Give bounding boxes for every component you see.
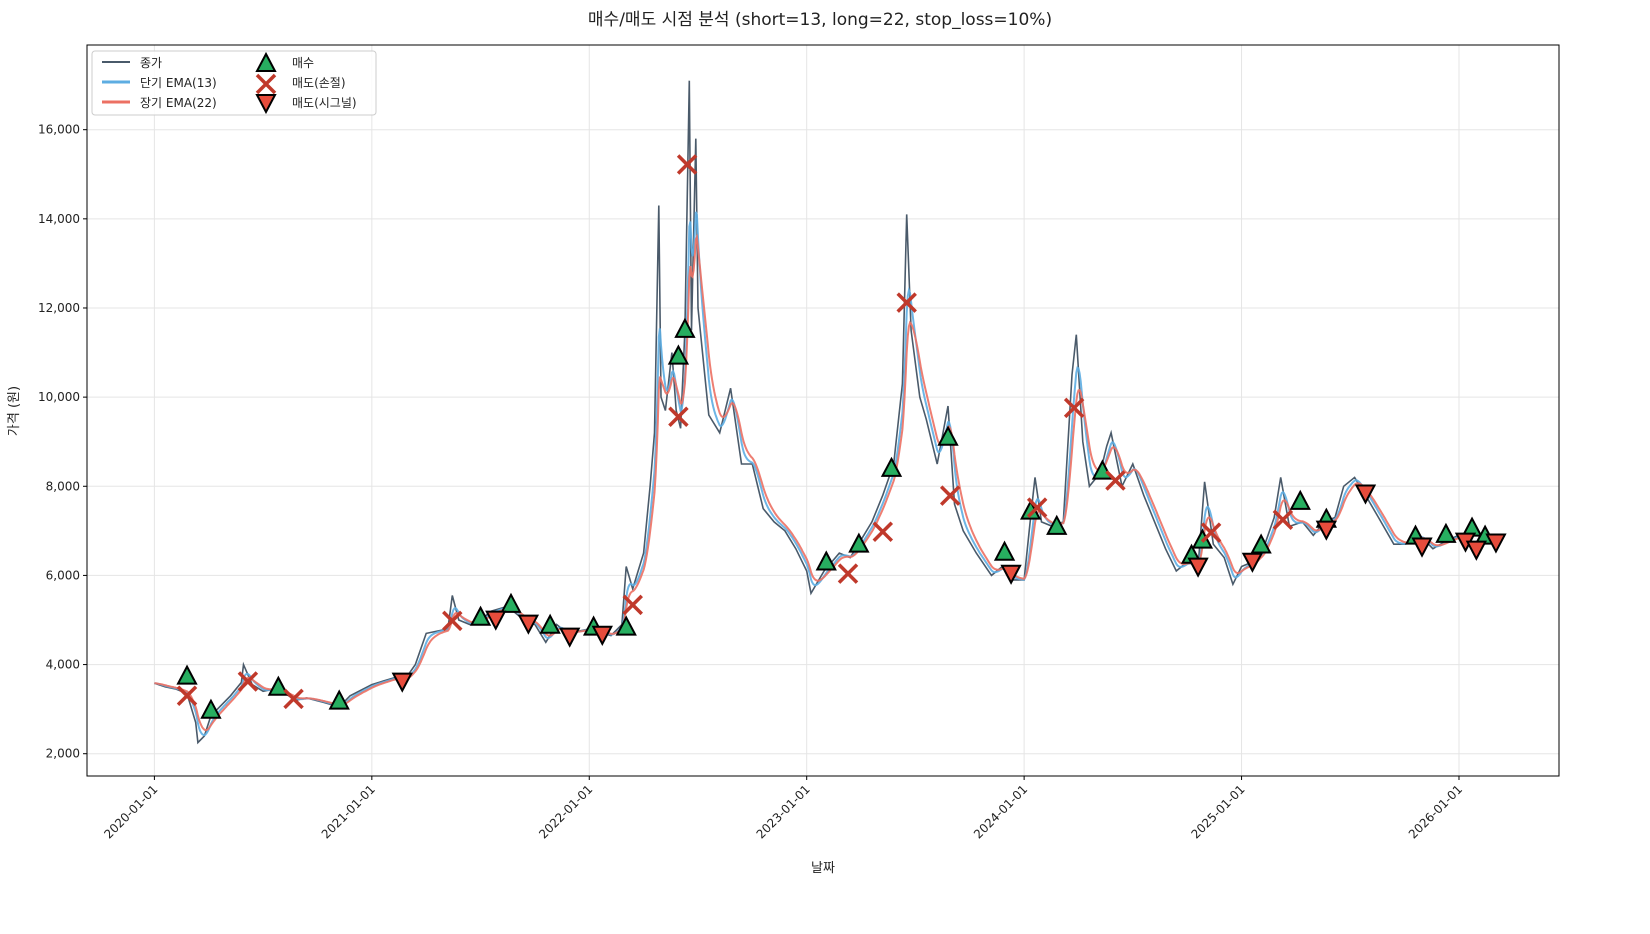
x-axis: 2020-01-01 2021-01-01 2022-01-01 2023-01-01… bbox=[101, 776, 1465, 841]
buy-marker bbox=[469, 605, 492, 626]
y-tick-label: 12,000 bbox=[38, 301, 80, 315]
sell-stop-marker bbox=[837, 563, 859, 584]
buy-marker bbox=[267, 675, 289, 696]
sell-signal-marker bbox=[1187, 557, 1209, 578]
legend-close: 종가 bbox=[140, 56, 162, 70]
sell-stop-marker bbox=[896, 292, 917, 313]
sell-signal-marker bbox=[1411, 537, 1433, 558]
sell-stop-marker bbox=[237, 671, 259, 692]
buy-marker bbox=[1289, 489, 1311, 510]
x-tick-label: 2026-01-01 bbox=[1406, 782, 1465, 841]
y-tick-label: 14,000 bbox=[38, 212, 80, 226]
sell-signal-marker bbox=[1315, 520, 1338, 541]
sell-signal-marker bbox=[391, 672, 413, 693]
y-tick-label: 2,000 bbox=[46, 747, 80, 761]
x-tick-label: 2022-01-01 bbox=[536, 782, 595, 841]
y-tick-label: 10,000 bbox=[38, 390, 80, 404]
buy-marker bbox=[255, 51, 277, 72]
ema-long-line bbox=[154, 233, 1497, 732]
sell-stop-marker bbox=[676, 154, 698, 175]
buy-marker bbox=[848, 532, 870, 553]
sell-stop-marker bbox=[622, 594, 643, 616]
sell-stop-marker bbox=[668, 406, 689, 427]
x-tick-label: 2020-01-01 bbox=[101, 782, 160, 841]
x-axis-label: 날짜 bbox=[811, 861, 835, 876]
legend: 종가 단기 EMA(13) 장기 EMA(22) 매수 매도(손절) 매도(시그… bbox=[91, 50, 377, 116]
sell-stop-marker bbox=[1063, 397, 1085, 419]
sell-signal-marker bbox=[1485, 533, 1507, 554]
y-tick-label: 16,000 bbox=[38, 123, 80, 137]
buy-marker bbox=[1250, 533, 1272, 554]
sell-stop-marker bbox=[1105, 470, 1126, 491]
y-tick-label: 6,000 bbox=[46, 568, 80, 582]
buy-marker bbox=[500, 592, 522, 613]
buy-marker bbox=[615, 615, 637, 636]
buy-marker bbox=[1046, 514, 1068, 535]
buy-marker bbox=[937, 425, 959, 446]
sell-stop-marker bbox=[1272, 509, 1294, 530]
sell-signal-marker bbox=[485, 610, 507, 631]
sell-signal-marker bbox=[1000, 564, 1022, 585]
sell-stop-marker bbox=[1026, 497, 1048, 518]
y-axis-label: 가격 (원) bbox=[7, 386, 22, 436]
sell-signal-marker bbox=[591, 625, 613, 646]
buy-marker bbox=[328, 689, 350, 710]
sell-stop-marker bbox=[1200, 522, 1222, 543]
sell-stop-marker bbox=[939, 485, 961, 506]
buy-marker bbox=[815, 550, 837, 571]
chart-title: 매수/매도 시점 분석 (short=13, long=22, stop_los… bbox=[588, 10, 1052, 30]
buy-marker bbox=[539, 613, 561, 634]
x-tick-label: 2021-01-01 bbox=[319, 782, 378, 841]
y-tick-label: 4,000 bbox=[46, 658, 80, 672]
y-tick-label: 8,000 bbox=[46, 479, 80, 493]
buy-marker bbox=[674, 317, 696, 338]
sell-signal-marker bbox=[1354, 484, 1377, 505]
x-tick-label: 2024-01-01 bbox=[971, 782, 1030, 841]
y-axis: 2,000 4,000 6,000 8,000 10,000 12,000 14,000 16… bbox=[38, 123, 87, 761]
sell-signal-marker bbox=[1241, 552, 1264, 573]
plot-frame bbox=[86, 44, 1560, 777]
sell-signal-marker bbox=[1465, 540, 1488, 561]
buy-marker bbox=[880, 456, 903, 477]
legend-ema-short: 단기 EMA(13) bbox=[140, 76, 217, 90]
buy-marker bbox=[176, 664, 198, 685]
legend-ema-long: 장기 EMA(22) bbox=[140, 96, 217, 110]
legend-buy: 매수 bbox=[292, 56, 314, 70]
close-price-line bbox=[154, 80, 1497, 745]
buy-marker bbox=[200, 698, 222, 719]
buy-marker bbox=[667, 344, 690, 365]
grid bbox=[87, 45, 1559, 776]
buy-marker bbox=[1435, 522, 1457, 543]
sell-signal-marker bbox=[559, 627, 581, 648]
legend-sell-signal: 매도(시그널) bbox=[292, 96, 357, 110]
sell-signal-marker bbox=[517, 614, 540, 635]
buy-marker bbox=[993, 540, 1016, 561]
sell-stop-marker bbox=[872, 521, 894, 542]
sell-stop-marker bbox=[176, 685, 198, 707]
x-tick-label: 2023-01-01 bbox=[754, 782, 813, 841]
plot-area bbox=[154, 80, 1507, 745]
sell-stop-marker bbox=[283, 688, 304, 710]
legend-sell-stop: 매도(손절) bbox=[292, 76, 346, 90]
x-tick-label: 2025-01-01 bbox=[1188, 782, 1247, 841]
sell-stop-marker bbox=[442, 610, 463, 632]
sell-stop-marker bbox=[255, 73, 277, 95]
ema-short-line bbox=[154, 211, 1497, 737]
sell-signal-marker bbox=[255, 94, 277, 115]
